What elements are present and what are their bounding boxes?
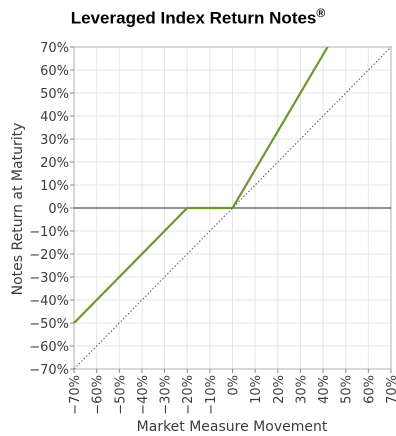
y-tick-label: −70% <box>29 363 69 378</box>
x-tick-label: −70% <box>68 375 83 415</box>
x-tick-label: 0% <box>227 375 242 396</box>
y-tick-label: −10% <box>29 225 69 240</box>
x-tick-label: 40% <box>317 375 332 404</box>
y-tick-label: −50% <box>29 317 69 332</box>
x-tick-label: 60% <box>362 375 377 404</box>
y-tick-labels: 70% 60% 50% 40% 30% 20% 10% 0% −10% −20% −30% −40% −… <box>29 41 74 378</box>
x-tick-label: 20% <box>272 375 287 404</box>
x-tick-label: −50% <box>113 375 128 415</box>
y-axis-label: Notes Return at Maturity <box>10 123 26 296</box>
y-tick-label: −60% <box>29 340 69 355</box>
y-tick-label: 60% <box>40 64 69 79</box>
y-tick-label: 20% <box>40 156 69 171</box>
y-tick-label: −40% <box>29 294 69 309</box>
x-tick-label: −60% <box>91 375 106 415</box>
registered-mark: ® <box>316 6 326 20</box>
y-tick-label: 70% <box>40 41 69 56</box>
x-tick-label: 10% <box>249 375 264 404</box>
y-tick-label: −20% <box>29 248 69 263</box>
y-tick-label: 40% <box>40 110 69 125</box>
x-tick-label: 30% <box>294 375 309 404</box>
notes-return-series <box>73 46 329 324</box>
x-tick-label: 50% <box>340 375 355 404</box>
x-tick-label: −10% <box>204 375 219 415</box>
x-tick-label: 70% <box>385 375 396 404</box>
x-tick-labels: −70% −60% −50% −40% −30% −20% −10% 0% 10% 20% 30% 4… <box>68 369 396 415</box>
series-group <box>73 46 392 370</box>
x-tick-label: −20% <box>181 375 196 415</box>
x-tick-label: −40% <box>136 375 151 415</box>
y-tick-label: 50% <box>40 87 69 102</box>
y-tick-label: 0% <box>48 202 69 217</box>
x-tick-label: −30% <box>159 375 174 415</box>
y-tick-label: 10% <box>40 179 69 194</box>
y-tick-label: 30% <box>40 133 69 148</box>
chart-title: Leveraged Index Return Notes® <box>70 6 326 28</box>
y-tick-label: −30% <box>29 271 69 286</box>
x-axis-label: Market Measure Movement <box>137 419 328 435</box>
